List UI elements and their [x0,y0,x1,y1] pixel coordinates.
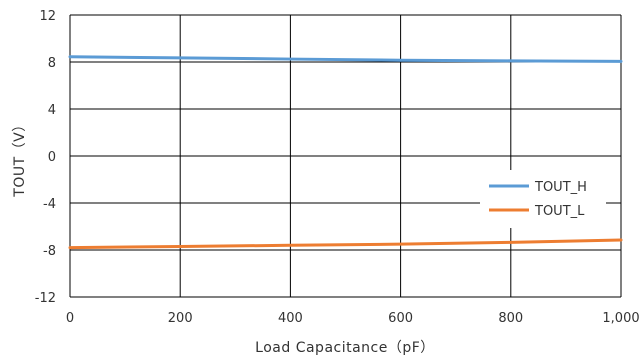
x-tick-label: 0 [66,311,74,326]
y-tick-label: -12 [35,291,56,306]
y-tick-label: 8 [48,56,56,71]
legend-box [480,170,606,228]
y-tick-label: -4 [43,197,56,212]
legend-label: TOUT_L [534,204,585,219]
legend-label: TOUT_H [534,180,587,195]
y-tick-labels: -12 -8 -4 0 4 8 12 [35,9,56,306]
y-tick-label: -8 [43,244,56,259]
x-tick-label: 1,000 [602,311,639,326]
y-tick-label: 4 [48,103,56,118]
y-tick-label: 0 [48,150,56,165]
y-axis-title: TOUT（V） [12,117,28,197]
x-tick-label: 400 [278,311,303,326]
y-tick-label: 12 [39,9,56,24]
series-lines [68,55,623,250]
series-line-tout-l [68,238,623,250]
x-tick-label: 200 [168,311,193,326]
x-tick-label: 800 [498,311,523,326]
legend: TOUT_H TOUT_L [480,170,606,228]
x-axis-title: Load Capacitance（pF） [255,340,435,356]
x-tick-labels: 0 200 400 600 800 1,000 [66,311,640,326]
series-line-tout-h [68,55,623,63]
x-tick-label: 600 [388,311,413,326]
